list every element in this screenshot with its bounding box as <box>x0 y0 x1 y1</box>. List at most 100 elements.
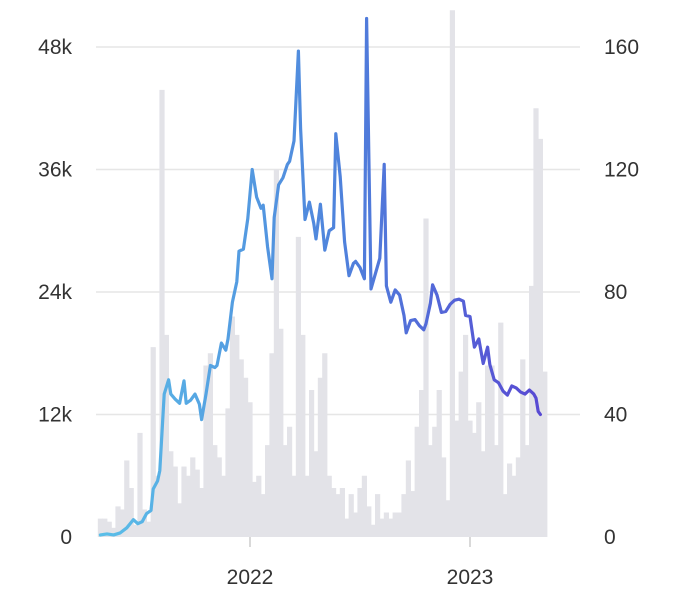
bar <box>370 524 376 537</box>
bar <box>313 451 319 537</box>
bar <box>150 347 156 538</box>
left-y-axis: 0 12k 24k 36k 48k <box>38 36 72 549</box>
bar <box>414 426 420 537</box>
left-tick-label: 12k <box>38 404 72 427</box>
bar <box>502 494 508 538</box>
right-tick-label: 120 <box>604 159 639 182</box>
bar-series <box>97 10 548 538</box>
bar <box>436 390 442 537</box>
bar <box>141 509 147 537</box>
bar <box>97 518 103 538</box>
bar <box>388 518 394 538</box>
bar <box>168 451 174 537</box>
right-tick-label: 40 <box>604 404 627 427</box>
right-tick-label: 80 <box>604 281 627 304</box>
bar <box>339 488 345 537</box>
bar <box>361 475 367 537</box>
bar <box>221 475 227 537</box>
bar <box>234 334 240 538</box>
bar <box>207 353 213 537</box>
bar <box>348 494 354 538</box>
bar <box>463 334 469 538</box>
bar <box>243 377 249 537</box>
bar <box>485 365 491 537</box>
bar <box>331 488 337 537</box>
bar <box>353 512 359 537</box>
bar <box>203 365 209 537</box>
bar <box>163 334 169 538</box>
bar <box>278 328 284 537</box>
bar <box>480 451 486 537</box>
bar <box>335 494 341 538</box>
bar <box>115 506 121 538</box>
bar <box>515 457 521 538</box>
right-y-axis: 0 40 80 120 160 <box>604 36 639 549</box>
bar <box>238 359 244 538</box>
bar <box>317 377 323 537</box>
right-tick-label: 0 <box>604 526 616 549</box>
bar <box>194 469 200 538</box>
bar <box>410 491 416 537</box>
bar <box>287 426 293 537</box>
bar <box>229 316 235 537</box>
bar <box>102 518 108 538</box>
bar <box>216 457 222 538</box>
bar <box>300 334 306 538</box>
bar <box>401 494 407 538</box>
bar <box>133 524 139 537</box>
bar <box>471 432 477 538</box>
bar <box>383 512 389 537</box>
line-series <box>98 16 542 537</box>
bar <box>445 500 451 537</box>
bar <box>309 390 315 537</box>
bar <box>379 518 385 538</box>
bar <box>432 426 438 537</box>
bar <box>397 512 403 537</box>
bar <box>225 408 231 538</box>
bar <box>159 89 165 538</box>
bar <box>533 108 539 537</box>
right-tick-label: 160 <box>604 36 639 59</box>
bar <box>537 138 543 538</box>
x-tick-label: 2022 <box>227 566 274 589</box>
bar <box>269 353 275 537</box>
bar <box>542 371 548 538</box>
bar <box>493 445 499 538</box>
bar <box>282 445 288 538</box>
bar <box>304 475 310 537</box>
left-tick-label: 0 <box>60 526 72 549</box>
bar <box>119 509 125 537</box>
bar <box>137 432 143 538</box>
bar <box>489 365 495 537</box>
bar <box>247 402 253 537</box>
left-tick-label: 48k <box>38 36 72 59</box>
bar <box>419 390 425 537</box>
bar <box>190 457 196 538</box>
bar <box>427 445 433 538</box>
bar <box>326 475 332 537</box>
bar <box>181 466 187 537</box>
bar <box>128 488 134 537</box>
bar <box>357 488 363 537</box>
bar <box>507 463 513 537</box>
left-tick-label: 24k <box>38 281 72 304</box>
bar <box>454 420 460 538</box>
bar <box>111 527 117 537</box>
bar <box>344 518 350 538</box>
bar <box>256 475 262 537</box>
bar <box>172 466 178 537</box>
bar <box>265 445 271 538</box>
bar <box>295 236 301 538</box>
bar <box>146 521 152 537</box>
bar <box>441 457 447 538</box>
bar <box>392 512 398 537</box>
bar <box>529 285 535 538</box>
bar <box>251 481 257 538</box>
bar <box>106 521 112 537</box>
bar <box>155 475 161 537</box>
bar <box>291 475 297 537</box>
bar <box>520 359 526 538</box>
bar <box>511 475 517 537</box>
x-axis: 2022 2023 <box>227 537 493 589</box>
bar <box>322 353 328 537</box>
